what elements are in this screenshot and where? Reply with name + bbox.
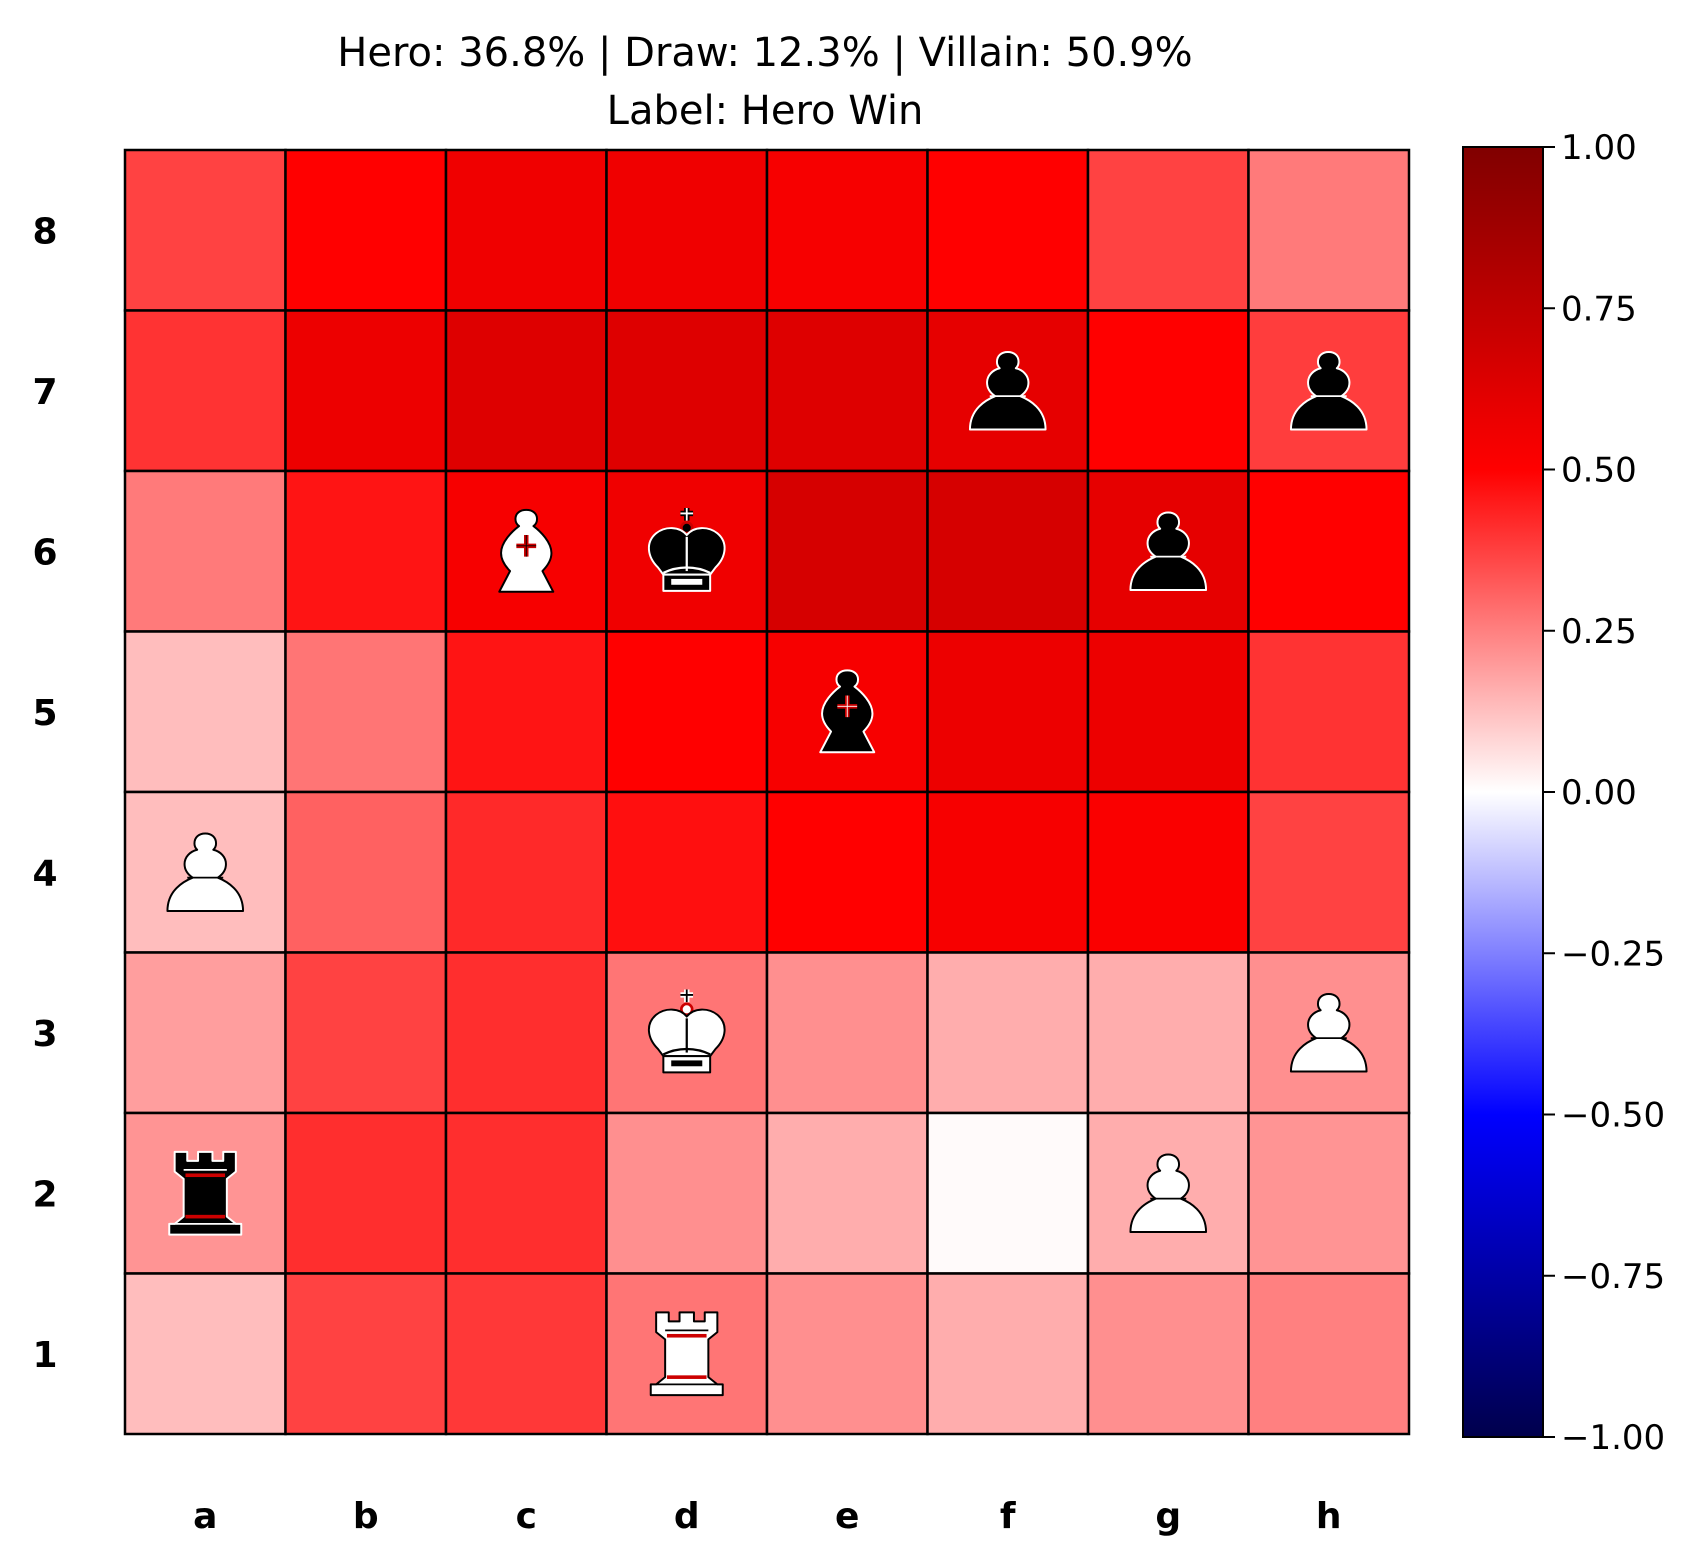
- colorbar-tick-label: 0.25: [1561, 612, 1637, 652]
- white-pawn-g2: [1129, 1153, 1208, 1233]
- black-bishop-e5: [819, 669, 876, 754]
- heat-cell-h2: [1247, 1111, 1411, 1275]
- heat-cell-d5: [605, 630, 769, 794]
- heat-cell-d2: [605, 1111, 769, 1275]
- chart-title-line2: Label: Hero Win: [607, 88, 924, 134]
- heat-cell-d8: [605, 148, 769, 312]
- colorbar: 1.00 0.75 0.50 0.25 0.00 −0.25 −0.50 −0.75 −1.00: [1462, 128, 1665, 1458]
- colorbar-tick-label: −0.25: [1561, 934, 1665, 974]
- rank-label-7: 7: [32, 372, 57, 413]
- heat-cell-a5: [123, 630, 287, 794]
- black-pawn-g6: [1129, 511, 1208, 591]
- heat-cell-b2: [284, 1111, 448, 1275]
- heat-cell-e7: [765, 309, 929, 473]
- heat-cell-g3: [1086, 951, 1250, 1115]
- heat-cell-d7: [605, 309, 769, 473]
- heat-cell-e3: [765, 951, 929, 1115]
- file-label-a: a: [193, 1496, 217, 1537]
- colorbar-tick-label: −0.50: [1561, 1096, 1665, 1136]
- heat-cell-e2: [765, 1111, 929, 1275]
- heat-cell-f1: [926, 1272, 1090, 1436]
- heat-cell-c8: [444, 148, 608, 312]
- heat-cell-g5: [1086, 630, 1250, 794]
- heat-cell-b5: [284, 630, 448, 794]
- file-label-d: d: [674, 1496, 700, 1537]
- heat-cell-b4: [284, 790, 448, 954]
- rank-labels: 8 7 6 5 4 3 2 1: [32, 211, 57, 1376]
- file-label-g: g: [1155, 1496, 1181, 1537]
- heat-cell-c2: [444, 1111, 608, 1275]
- heat-cell-f3: [926, 951, 1090, 1115]
- rank-label-5: 5: [32, 693, 57, 734]
- heat-cell-c5: [444, 630, 608, 794]
- colorbar-tick-label: 1.00: [1561, 128, 1637, 168]
- heat-cell-h8: [1247, 148, 1411, 312]
- rank-label-2: 2: [32, 1174, 57, 1215]
- rank-label-4: 4: [32, 853, 57, 894]
- heat-cell-f4: [926, 790, 1090, 954]
- chart-title-line1: Hero: 36.8% | Draw: 12.3% | Villain: 50.…: [337, 30, 1192, 76]
- rank-label-1: 1: [32, 1335, 57, 1376]
- board-heatmap: [123, 148, 1411, 1436]
- white-rook-d1: [649, 1311, 724, 1397]
- black-pawn-f7: [968, 351, 1047, 431]
- file-label-f: f: [1000, 1496, 1016, 1537]
- heat-cell-h6: [1247, 469, 1411, 633]
- heat-cell-h1: [1247, 1272, 1411, 1436]
- file-label-h: h: [1316, 1496, 1342, 1537]
- white-pawn-a4: [166, 832, 245, 912]
- heat-cell-g8: [1086, 148, 1250, 312]
- black-king-d6: [647, 508, 726, 592]
- heat-cell-c3: [444, 951, 608, 1115]
- heat-cell-b8: [284, 148, 448, 312]
- heat-cell-h5: [1247, 630, 1411, 794]
- colorbar-tick-label: −0.75: [1561, 1257, 1665, 1297]
- heat-cell-a8: [123, 148, 287, 312]
- heat-cell-f8: [926, 148, 1090, 312]
- rank-label-8: 8: [32, 211, 57, 252]
- colorbar-tick-label: 0.50: [1561, 451, 1637, 491]
- rank-label-3: 3: [32, 1014, 57, 1055]
- heat-cell-a7: [123, 309, 287, 473]
- heat-cell-b7: [284, 309, 448, 473]
- heat-cell-f5: [926, 630, 1090, 794]
- white-king-d3: [647, 989, 726, 1074]
- heat-cell-a3: [123, 951, 287, 1115]
- heat-cell-g7: [1086, 309, 1250, 473]
- heat-cell-c1: [444, 1272, 608, 1436]
- file-label-b: b: [353, 1496, 379, 1537]
- heat-cell-b3: [284, 951, 448, 1115]
- file-label-e: e: [835, 1496, 859, 1537]
- colorbar-gradient: [1462, 146, 1544, 1438]
- colorbar-tick-label: 0.00: [1561, 773, 1637, 813]
- heat-cell-e4: [765, 790, 929, 954]
- black-pawn-h7: [1289, 351, 1368, 431]
- heat-cell-f2: [926, 1111, 1090, 1275]
- heat-cell-f6: [926, 469, 1090, 633]
- white-pawn-h3: [1289, 993, 1368, 1073]
- heat-cell-g4: [1086, 790, 1250, 954]
- file-labels: a b c d e f g h: [193, 1496, 1341, 1537]
- heat-cell-c7: [444, 309, 608, 473]
- white-bishop-c6: [498, 508, 555, 593]
- heat-cell-g1: [1086, 1272, 1250, 1436]
- heat-cell-e1: [765, 1272, 929, 1436]
- heat-cell-h4: [1247, 790, 1411, 954]
- heat-cell-a6: [123, 469, 287, 633]
- black-rook-a2: [168, 1150, 243, 1236]
- heat-cell-a1: [123, 1272, 287, 1436]
- heat-cell-d3: [605, 951, 769, 1115]
- heat-cell-b1: [284, 1272, 448, 1436]
- heat-cell-e8: [765, 148, 929, 312]
- heat-cell-e6: [765, 469, 929, 633]
- heat-cell-b6: [284, 469, 448, 633]
- colorbar-tick-label: −1.00: [1561, 1418, 1665, 1458]
- board-pieces: [166, 351, 1368, 1397]
- colorbar-tick-label: 0.75: [1561, 289, 1637, 329]
- heat-cell-c4: [444, 790, 608, 954]
- heat-cell-d4: [605, 790, 769, 954]
- file-label-c: c: [516, 1496, 537, 1537]
- rank-label-6: 6: [32, 532, 57, 573]
